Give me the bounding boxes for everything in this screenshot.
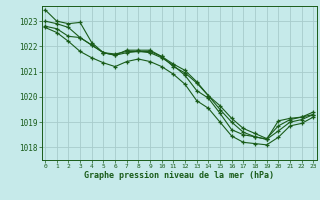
X-axis label: Graphe pression niveau de la mer (hPa): Graphe pression niveau de la mer (hPa) — [84, 171, 274, 180]
